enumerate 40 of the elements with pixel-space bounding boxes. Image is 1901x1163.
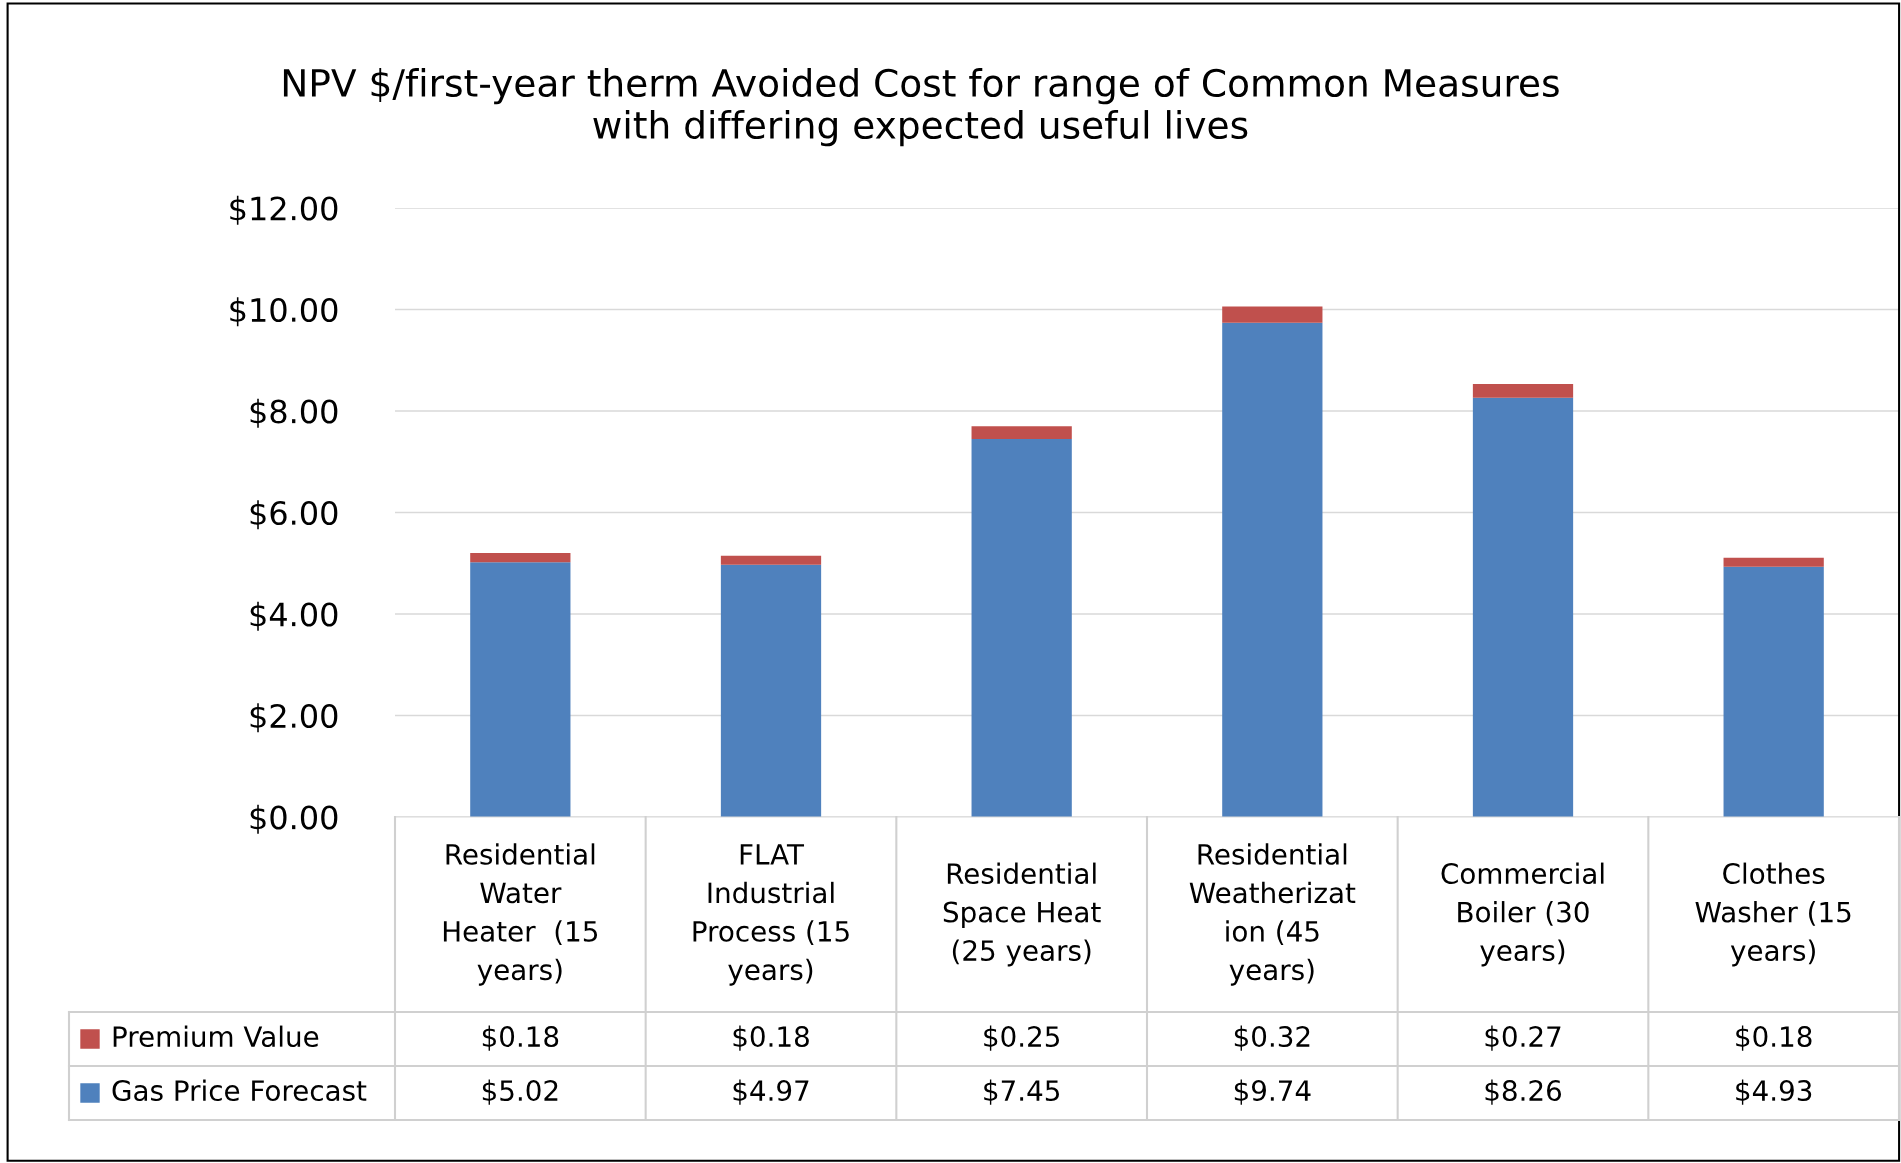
data-label: $0.25 bbox=[984, 1025, 1059, 1051]
x-tick-label: FLAT Industrial Process (15 years) bbox=[693, 844, 849, 986]
data-label: $4.93 bbox=[1736, 1079, 1812, 1105]
y-tick-label: $0.00 bbox=[250, 804, 338, 834]
y-tick-label: $10.00 bbox=[230, 297, 338, 327]
bar bbox=[1723, 557, 1824, 567]
bar bbox=[1472, 397, 1574, 817]
legend-label: Gas Price Forecast bbox=[112, 1079, 367, 1102]
bar bbox=[720, 555, 822, 565]
data-label: $0.18 bbox=[482, 1025, 559, 1051]
y-tick-label: $4.00 bbox=[250, 601, 338, 631]
chart-title: NPV $/first-year therm Avoided Cost for range of Common Measures with differing expected useful lives bbox=[283, 68, 1559, 147]
x-tick-label: Residential Space Heat (25 years) bbox=[943, 862, 1101, 967]
x-tick-label: Commercial Boiler (30 years) bbox=[1441, 862, 1604, 967]
data-label: $0.18 bbox=[733, 1025, 809, 1051]
data-label: $4.97 bbox=[733, 1079, 809, 1105]
y-tick-label: $6.00 bbox=[250, 500, 338, 530]
data-label: $0.27 bbox=[1485, 1025, 1561, 1051]
data-label: $8.26 bbox=[1485, 1079, 1562, 1105]
legend-label: Premium Value bbox=[113, 1025, 319, 1048]
bar bbox=[470, 553, 571, 563]
y-tick-label: $12.00 bbox=[230, 195, 338, 225]
x-tick-label: Clothes Washer (15 years) bbox=[1695, 862, 1851, 967]
y-tick-label: $2.00 bbox=[250, 703, 338, 733]
bar bbox=[971, 426, 1072, 439]
x-tick-label: Residential Weatherizat ion (45 years) bbox=[1189, 843, 1356, 986]
data-label: $0.18 bbox=[1736, 1025, 1812, 1051]
data-label: $9.74 bbox=[1234, 1079, 1311, 1105]
data-label: $0.32 bbox=[1234, 1025, 1310, 1051]
bar bbox=[720, 564, 822, 817]
bar bbox=[971, 438, 1072, 817]
y-tick-label: $8.00 bbox=[250, 398, 338, 428]
bar bbox=[1723, 566, 1824, 817]
x-tick-label: Residential Water Heater (15 years) bbox=[443, 843, 598, 986]
bar bbox=[1472, 384, 1574, 398]
bar bbox=[470, 562, 571, 817]
data-label: $5.02 bbox=[482, 1079, 558, 1105]
bar bbox=[1222, 322, 1323, 817]
bar bbox=[1222, 306, 1323, 323]
data-label: $7.45 bbox=[984, 1079, 1059, 1105]
